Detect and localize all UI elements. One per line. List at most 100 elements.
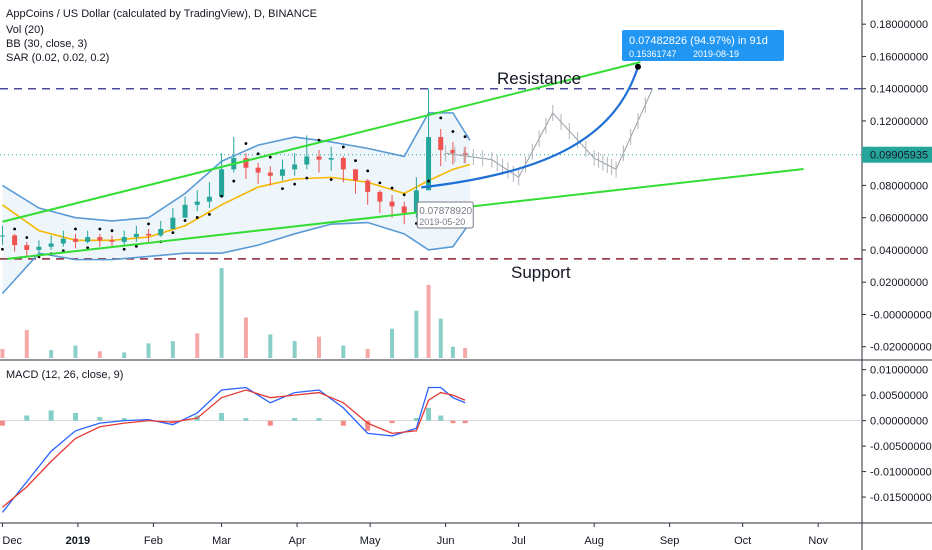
volume-bar xyxy=(122,352,127,358)
volume-bar xyxy=(463,347,468,358)
price-tick-label: 0.02000000 xyxy=(870,277,928,289)
volume-bar xyxy=(450,346,455,358)
sar-dot xyxy=(171,231,175,235)
support-trendline xyxy=(7,168,804,260)
macd-hist-bar xyxy=(72,412,78,421)
macd-hist-bar xyxy=(121,418,127,421)
candle-body xyxy=(109,240,115,242)
start-box xyxy=(416,201,474,229)
volume-bar xyxy=(365,349,370,358)
candle-body xyxy=(304,156,310,165)
macd-tick-label: 0.00500000 xyxy=(870,390,928,402)
candle-body xyxy=(97,237,103,241)
macd-hist-bar xyxy=(0,420,5,426)
time-tick-label: Sep xyxy=(660,535,680,547)
sar-dot xyxy=(220,194,223,198)
sar-dot xyxy=(244,142,248,145)
time-tick-label: Jul xyxy=(512,535,526,547)
target-dot xyxy=(634,63,641,70)
candle-body xyxy=(353,169,359,181)
axes: 0.18000000 0.16000000 0.14000000 0.12000000… xyxy=(1,19,932,547)
price-tick-label: 0.18000000 xyxy=(870,19,928,31)
macd-tick-label: 0.01000000 xyxy=(870,365,928,377)
legend-bollinger[interactable]: BB (30, close, 3) xyxy=(6,38,88,50)
resistance-trendline xyxy=(2,61,641,223)
sar-dot xyxy=(305,176,309,180)
macd-hist-bar xyxy=(24,415,30,421)
forecast-curve[interactable] xyxy=(421,63,641,189)
macd-hist-bar xyxy=(438,415,444,421)
macd-hist-bar xyxy=(316,418,322,421)
time-tick-label: Jun xyxy=(437,535,455,547)
volume-bar xyxy=(390,328,395,358)
price-tick-label: 0.16000000 xyxy=(870,51,928,63)
legend-volume[interactable]: Vol (20) xyxy=(6,24,44,36)
candle-body xyxy=(243,158,249,168)
time-tick-label: Oct xyxy=(734,535,751,547)
sar-dot xyxy=(13,227,17,231)
sar-dot xyxy=(25,236,29,239)
volume-bars xyxy=(0,268,468,358)
macd-hist-bar xyxy=(243,418,249,421)
candle-body xyxy=(158,228,164,236)
resistance-label: Resistance xyxy=(497,69,581,88)
macd-panel xyxy=(0,386,862,513)
legend-macd[interactable]: MACD (12, 26, close, 9) xyxy=(6,369,124,381)
sar-dot xyxy=(268,155,272,159)
volume-bar xyxy=(97,351,102,358)
macd-hist-bar xyxy=(462,420,468,424)
macd-hist-bar xyxy=(340,420,346,426)
volume-bar xyxy=(49,350,54,358)
price-tick-label: -0.02000000 xyxy=(870,342,932,354)
macd-hist-bar xyxy=(267,420,273,426)
sar-dot xyxy=(366,169,370,173)
symbol-title[interactable]: AppCoins / US Dollar (calculated by Trad… xyxy=(6,8,317,20)
sar-dot xyxy=(256,152,260,156)
start-price: 0.07878920 xyxy=(419,206,472,217)
candle-body xyxy=(194,201,200,205)
legend-sar[interactable]: SAR (0.02, 0.02, 0.2) xyxy=(6,52,110,64)
last-price-label: 0.09905935 xyxy=(870,150,928,162)
sar-dot xyxy=(232,179,236,183)
macd-line xyxy=(1,386,466,513)
volume-bar xyxy=(146,343,151,358)
candle-body xyxy=(377,191,383,202)
macd-tick-label: -0.01000000 xyxy=(870,467,932,479)
candle-body xyxy=(0,235,5,237)
trend-lines[interactable] xyxy=(2,61,804,260)
candle-body xyxy=(413,190,419,213)
price-tick-label: 0.14000000 xyxy=(870,84,928,96)
sar-dot xyxy=(463,135,467,139)
candle-body xyxy=(146,233,152,236)
sar-dot xyxy=(86,246,90,250)
macd-hist-bar xyxy=(450,420,456,424)
forecast-ghost-bars xyxy=(445,88,654,186)
candle-body xyxy=(170,217,176,229)
price-tick-label: 0.06000000 xyxy=(870,213,928,225)
sar-dot xyxy=(317,138,321,142)
sar-dot xyxy=(183,219,187,222)
sar-dot xyxy=(402,193,406,197)
candle-body xyxy=(389,201,395,207)
candle-body xyxy=(450,149,456,154)
sar-dot xyxy=(354,159,357,163)
sar-dot xyxy=(74,227,77,231)
sar-dot xyxy=(147,222,150,226)
candle-body xyxy=(36,246,42,250)
candle-body xyxy=(255,167,261,173)
candle-body xyxy=(121,237,127,242)
candle-body xyxy=(438,137,444,150)
candle-body xyxy=(182,204,188,218)
sar-dot xyxy=(122,247,126,251)
sar-dot xyxy=(439,116,443,120)
volume-bar xyxy=(170,341,175,358)
sar-dot xyxy=(134,244,138,248)
start-date: 2019-05-20 xyxy=(419,217,465,227)
volume-bar xyxy=(73,345,78,358)
last-price-marker xyxy=(862,146,932,163)
macd-hist-bar xyxy=(413,418,419,421)
sar-dot xyxy=(390,186,394,190)
